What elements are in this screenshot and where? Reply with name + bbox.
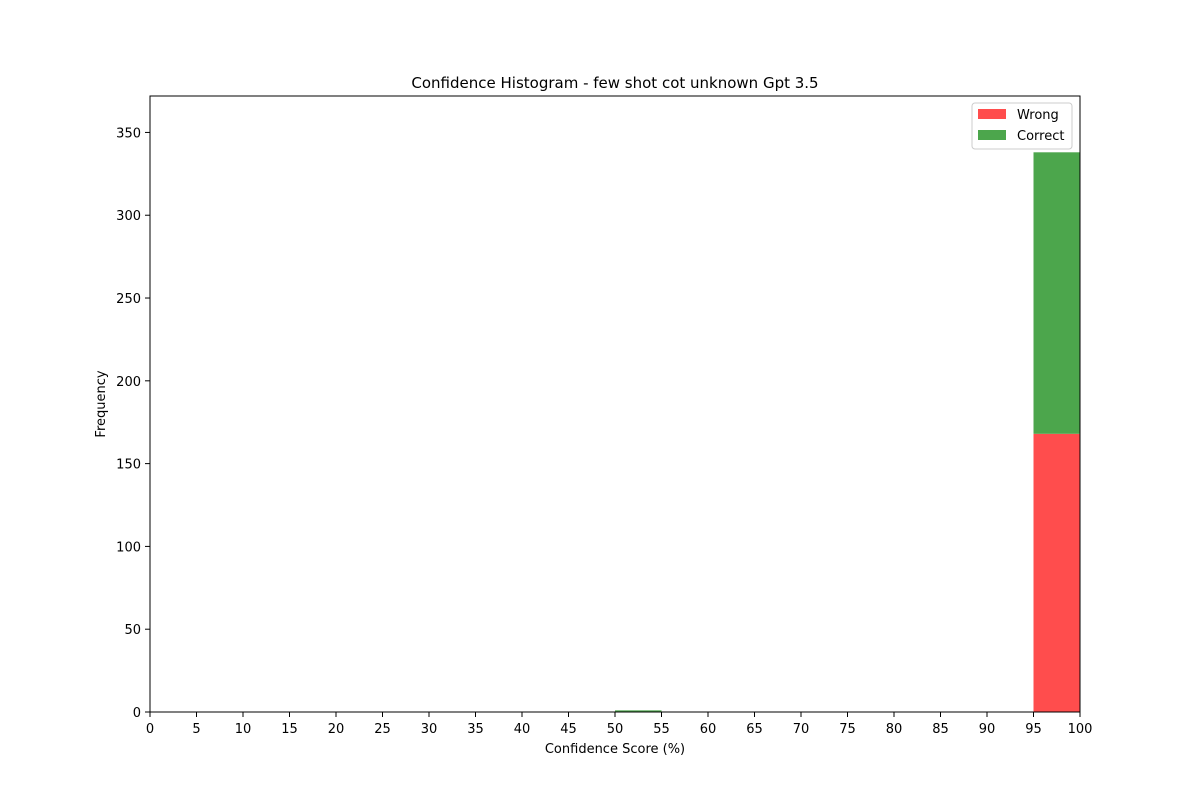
y-tick-label: 50 bbox=[124, 623, 141, 638]
x-tick-label: 0 bbox=[146, 722, 154, 737]
y-axis-ticks: 0 50 100 150 200 250 300 350 bbox=[116, 126, 150, 721]
y-tick-label: 250 bbox=[116, 292, 141, 307]
x-tick-label: 60 bbox=[700, 722, 717, 737]
x-tick-label: 80 bbox=[886, 722, 903, 737]
y-tick-label: 300 bbox=[116, 209, 141, 224]
legend-label-wrong: Wrong bbox=[1017, 108, 1059, 123]
x-tick-label: 40 bbox=[514, 722, 531, 737]
x-tick-label: 10 bbox=[235, 722, 252, 737]
x-tick-label: 70 bbox=[793, 722, 810, 737]
x-tick-label: 45 bbox=[560, 722, 577, 737]
legend-swatch-correct bbox=[978, 130, 1006, 140]
x-tick-label: 35 bbox=[467, 722, 484, 737]
x-tick-label: 30 bbox=[421, 722, 438, 737]
y-tick-label: 0 bbox=[133, 706, 141, 721]
x-tick-label: 55 bbox=[653, 722, 670, 737]
x-tick-label: 85 bbox=[932, 722, 949, 737]
x-tick-label: 95 bbox=[1025, 722, 1042, 737]
x-tick-label: 75 bbox=[839, 722, 856, 737]
y-axis-label: Frequency bbox=[94, 370, 109, 437]
bar-wrong-95 bbox=[1033, 433, 1080, 712]
x-tick-label: 5 bbox=[192, 722, 200, 737]
legend-swatch-wrong bbox=[978, 109, 1006, 119]
y-tick-label: 100 bbox=[116, 540, 141, 555]
x-tick-label: 15 bbox=[281, 722, 298, 737]
y-tick-label: 150 bbox=[116, 458, 141, 473]
bar-correct-95 bbox=[1033, 152, 1080, 434]
bars-group bbox=[615, 152, 1080, 712]
x-tick-label: 25 bbox=[374, 722, 391, 737]
legend-label-correct: Correct bbox=[1017, 129, 1064, 144]
plot-frame bbox=[149, 95, 1081, 713]
legend: Wrong Correct bbox=[971, 102, 1073, 150]
x-tick-label: 20 bbox=[328, 722, 345, 737]
x-tick-label: 50 bbox=[607, 722, 624, 737]
chart-title: Confidence Histogram - few shot cot unkn… bbox=[411, 74, 818, 92]
x-tick-label: 65 bbox=[746, 722, 763, 737]
y-tick-label: 350 bbox=[116, 126, 141, 141]
x-tick-label: 90 bbox=[979, 722, 996, 737]
y-tick-label: 200 bbox=[116, 375, 141, 390]
x-axis-label: Confidence Score (%) bbox=[545, 742, 685, 757]
bar-correct-50 bbox=[615, 710, 662, 712]
x-axis-ticks: 0 5 10 15 20 25 30 35 40 45 50 55 60 65 70 75 80 85 90 95 10… bbox=[146, 712, 1093, 737]
x-tick-label: 100 bbox=[1068, 722, 1093, 737]
